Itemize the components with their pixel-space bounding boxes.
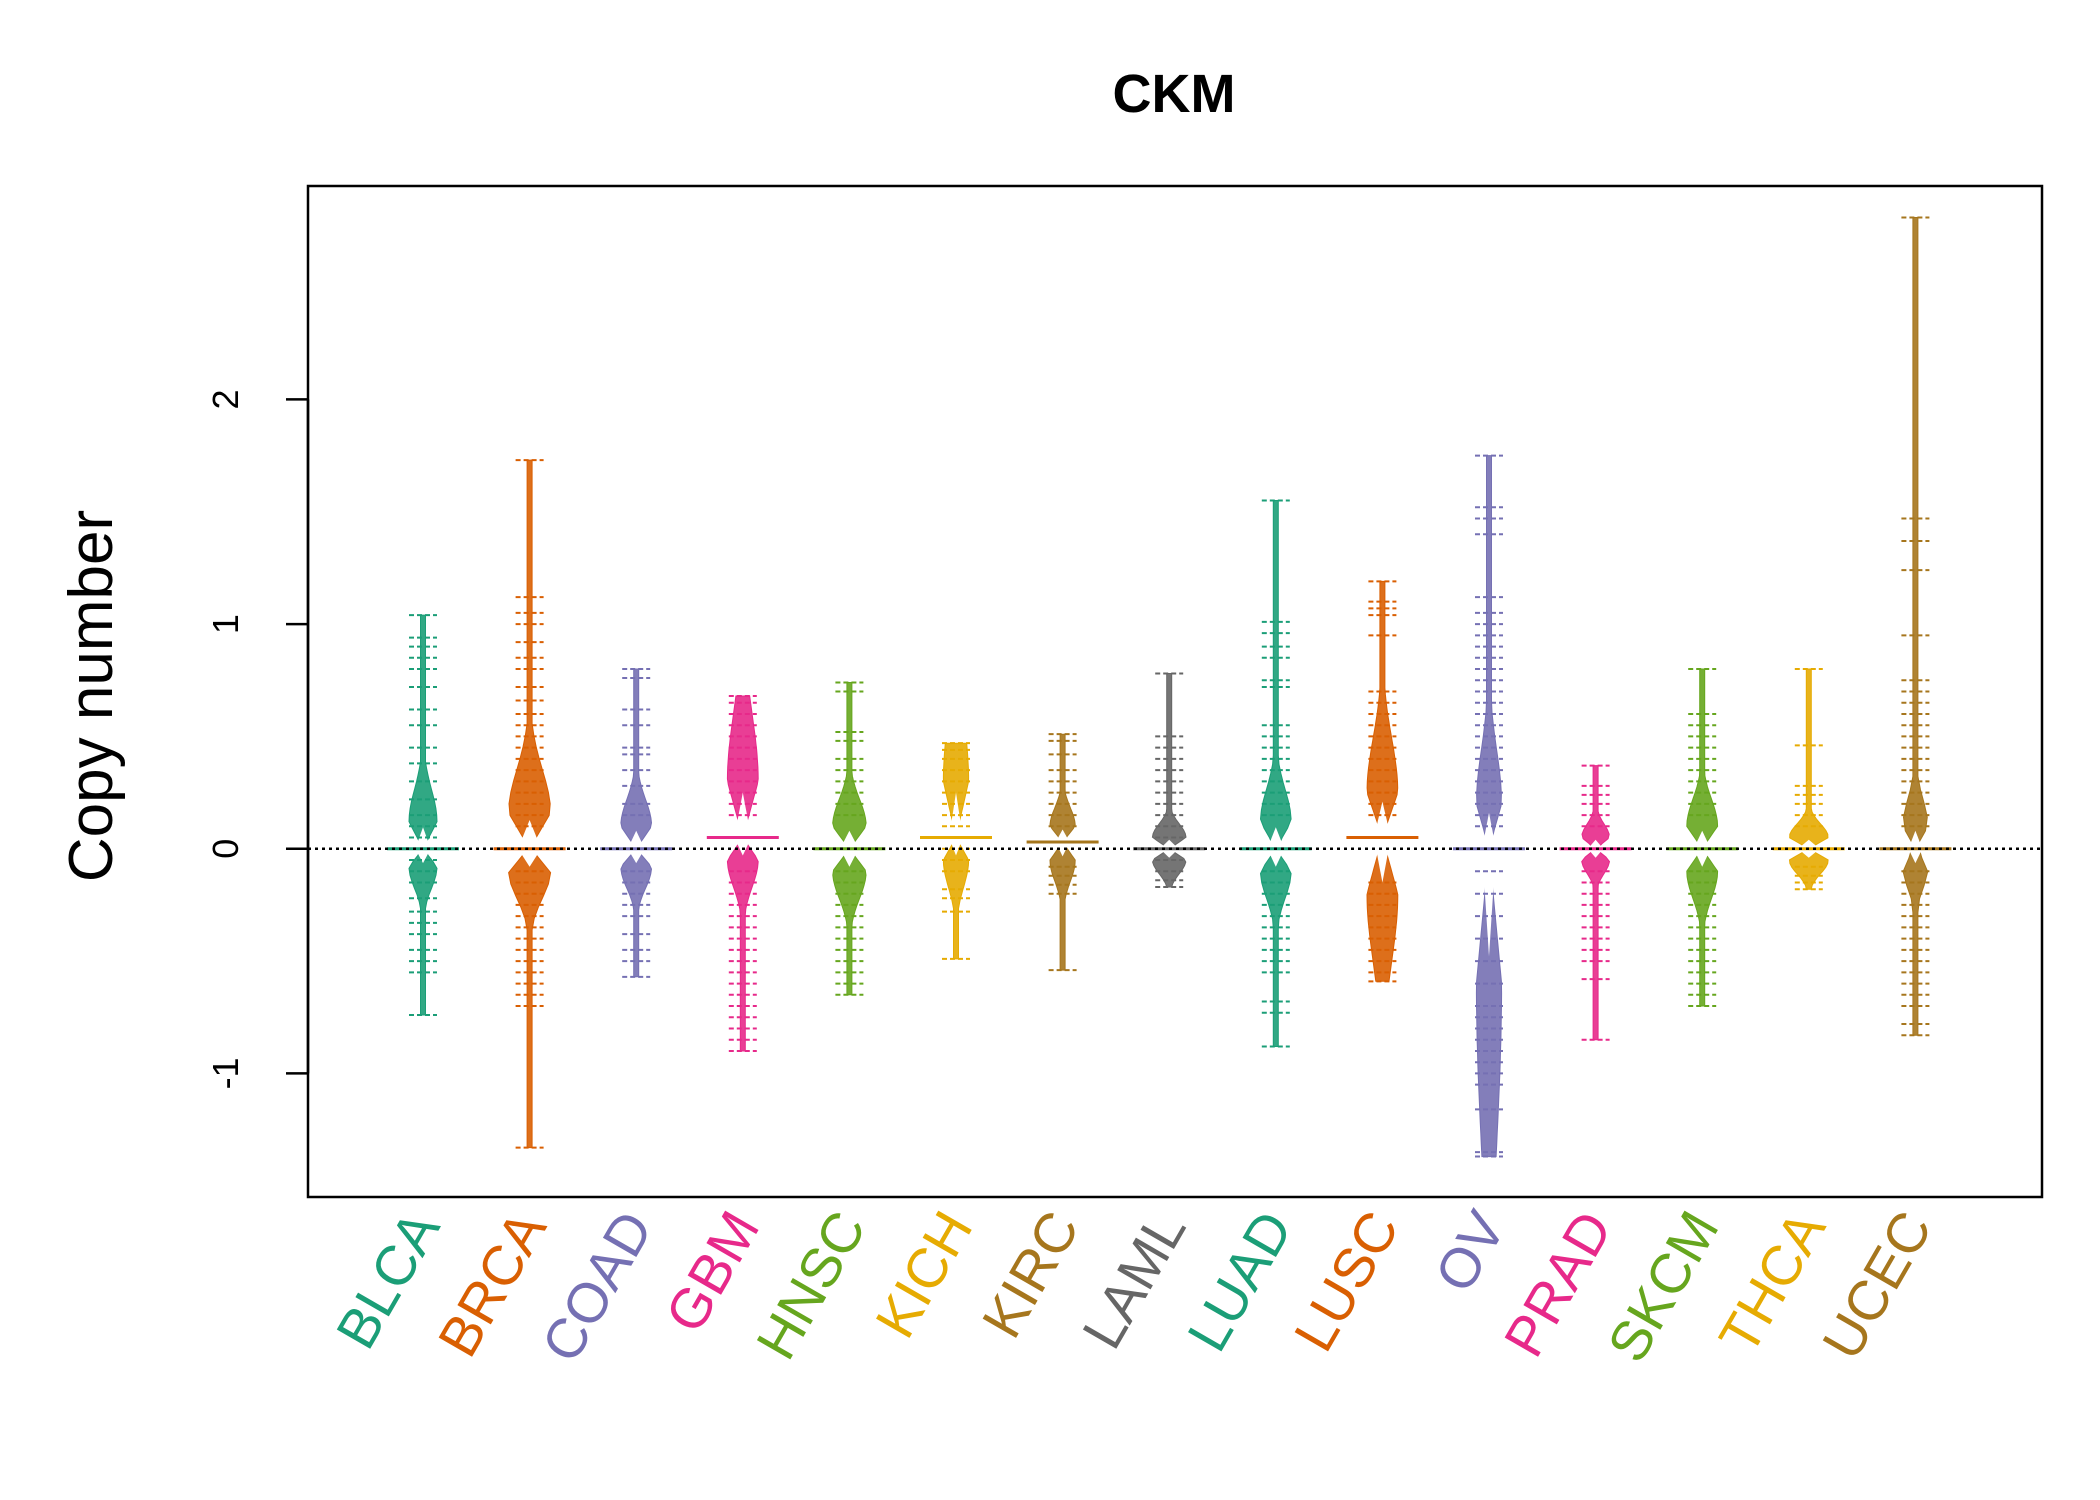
bean-laml xyxy=(1133,672,1206,888)
x-label-hnsc: HNSC xyxy=(744,1201,878,1370)
bean-thca xyxy=(1772,668,1845,891)
x-label-kich: KICH xyxy=(863,1201,984,1348)
x-label-ov: OV xyxy=(1422,1200,1517,1302)
bean-luad xyxy=(1239,499,1312,1048)
bean-ov-density xyxy=(1475,455,1503,1158)
x-label-coad: COAD xyxy=(529,1201,664,1373)
bean-kich xyxy=(920,742,992,960)
bean-ucec-center xyxy=(1908,830,1923,864)
bean-prad-density xyxy=(1581,765,1611,1041)
bean-coad-density xyxy=(620,668,653,978)
bean-gbm-density xyxy=(726,695,759,1052)
bean-luad-density xyxy=(1259,500,1292,1047)
bean-hnsc xyxy=(813,681,886,996)
y-tick-label: 2 xyxy=(205,389,246,409)
x-label-skcm: SKCM xyxy=(1595,1201,1730,1373)
bean-coad-center xyxy=(627,830,645,864)
bean-lusc xyxy=(1346,580,1419,983)
bean-prad xyxy=(1559,764,1632,1041)
plot-frame xyxy=(306,184,2044,1199)
bean-luad-center xyxy=(1267,827,1285,867)
bean-coad xyxy=(600,668,673,978)
bean-skcm xyxy=(1666,668,1739,1008)
y-axis: -1 0 1 2 xyxy=(205,389,310,1089)
bean-gbm xyxy=(706,694,779,1052)
bean-brca xyxy=(493,459,566,1149)
y-tick-label: 0 xyxy=(205,839,246,859)
bean-lusc-center xyxy=(1373,801,1391,883)
beans-layer xyxy=(387,216,1952,1158)
bean-kich-center xyxy=(949,792,963,856)
x-label-luad: LUAD xyxy=(1175,1201,1304,1362)
y-axis-label: Copy number xyxy=(57,510,126,882)
x-label-lusc: LUSC xyxy=(1282,1201,1411,1362)
bean-gbm-center xyxy=(734,792,752,856)
y-tick-label: -1 xyxy=(205,1057,246,1089)
bean-ucec-density xyxy=(1902,217,1929,1036)
bean-brca-center xyxy=(518,820,542,867)
bean-blca-center xyxy=(415,827,431,864)
y-tick-label: 1 xyxy=(205,614,246,634)
bean-ov xyxy=(1453,454,1525,1158)
bean-brca-density xyxy=(508,459,552,1149)
x-label-ucec: UCEC xyxy=(1810,1201,1944,1370)
bean-blca xyxy=(387,614,459,1017)
bean-ucec xyxy=(1879,216,1952,1037)
chart-title: CKM xyxy=(1113,64,1236,124)
bean-kirc xyxy=(1026,733,1099,972)
x-label-laml: LAML xyxy=(1070,1201,1198,1359)
